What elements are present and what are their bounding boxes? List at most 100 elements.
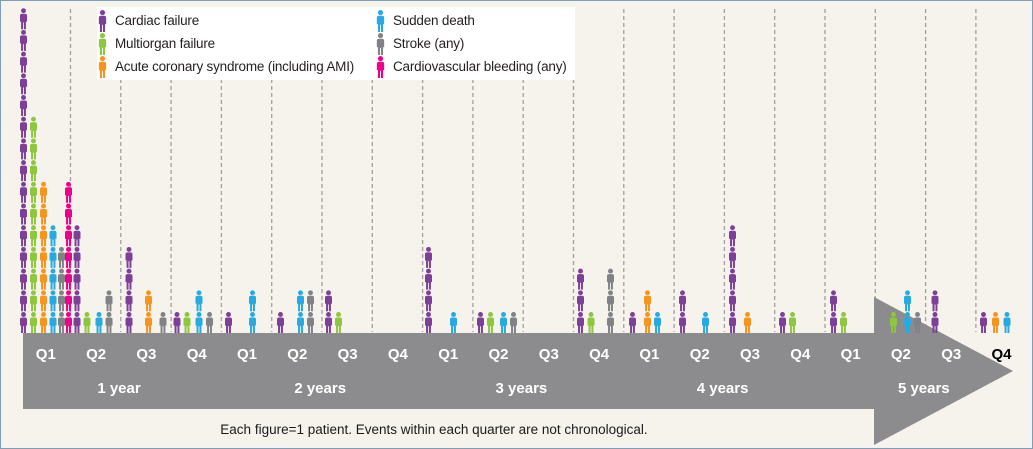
person-icon [840, 312, 847, 333]
figure-column [779, 312, 786, 333]
person-icon [20, 95, 27, 116]
person-icon [654, 312, 661, 333]
person-icon [40, 290, 47, 312]
legend-label: Cardiovascular bleeding (any) [393, 59, 567, 74]
quarter-label: Q2 [891, 346, 911, 363]
person-icon [20, 51, 27, 73]
figure-column [335, 312, 342, 333]
person-icon [73, 290, 81, 312]
person-icon [20, 268, 27, 290]
person-icon [297, 290, 304, 312]
person-icon [607, 312, 614, 333]
person-icon [65, 181, 72, 203]
figure-column [125, 246, 133, 333]
person-icon [376, 32, 385, 55]
figure-column [607, 268, 614, 333]
person-icon [729, 312, 736, 333]
person-icon [73, 268, 81, 290]
person-icon [40, 181, 47, 203]
person-icon [58, 246, 65, 268]
person-icon [607, 290, 614, 312]
legend-item: Stroke (any) [375, 32, 575, 55]
person-icon [30, 246, 37, 268]
figure-column [904, 290, 911, 333]
year-labels: 1 year 2 years 3 years 4 years 5 years [97, 380, 949, 397]
person-icon [297, 312, 304, 333]
person-icon [277, 312, 284, 333]
person-icon [65, 312, 72, 333]
year-label: 4 years [697, 380, 749, 397]
figure-column [40, 181, 47, 333]
figure-column [249, 290, 256, 333]
figure-column [992, 312, 999, 333]
person-icon [20, 246, 27, 268]
year-label: 3 years [496, 380, 548, 397]
person-icon [125, 312, 133, 333]
legend-item: Acute coronary syndrome (including AMI) [97, 55, 375, 78]
person-icon [744, 312, 751, 333]
quarter-label: Q1 [237, 346, 257, 363]
figure-column [83, 312, 91, 333]
person-icon [325, 290, 332, 312]
person-icon [20, 73, 27, 95]
year-label: 1 year [97, 380, 141, 397]
quarter-label: Q1 [639, 346, 659, 363]
person-icon [159, 312, 167, 333]
figure-column [477, 312, 484, 333]
person-icon [30, 268, 37, 290]
person-icon [425, 246, 432, 268]
year-label: 5 years [898, 380, 950, 397]
timeline-arrow [23, 297, 1013, 445]
person-icon [931, 312, 939, 333]
person-icon [779, 312, 786, 333]
person-icon [20, 116, 27, 138]
person-icon [20, 160, 27, 182]
quarter-label: Q1 [36, 346, 56, 363]
person-icon [20, 203, 27, 225]
person-icon [65, 290, 72, 312]
person-icon [195, 312, 203, 333]
person-icon [145, 290, 152, 312]
person-icon [307, 312, 314, 333]
figure-column [510, 312, 517, 333]
person-icon [98, 55, 107, 78]
person-icon [83, 312, 91, 333]
figure-column [297, 290, 304, 333]
figure-column [277, 312, 284, 333]
figure-column [183, 312, 191, 333]
person-icon [376, 9, 385, 32]
person-icon [125, 290, 133, 312]
person-icon [577, 290, 584, 312]
figure-column [159, 312, 167, 333]
person-icon [30, 203, 37, 225]
quarter-labels: Q1 Q2 Q3 Q4 Q1 Q2 Q3 Q4 Q1 Q2 Q3 Q4 Q1 Q2 Q3 Q4 Q1 Q2 Q3 Q4 [36, 346, 1012, 363]
person-icon [206, 312, 213, 333]
person-icon [587, 312, 595, 333]
arrow-head [874, 297, 1013, 445]
figure-column [145, 290, 152, 333]
patient-figures [20, 8, 1011, 333]
figure-column [325, 290, 332, 333]
person-icon [195, 290, 203, 312]
figure-column [830, 290, 837, 333]
figure-column [980, 312, 987, 333]
quarter-label: Q3 [338, 346, 358, 363]
legend-label: Sudden death [393, 13, 475, 28]
legend-label: Cardiac failure [115, 13, 200, 28]
person-icon [73, 246, 81, 268]
person-icon [980, 312, 987, 333]
quarter-label: Q1 [438, 346, 458, 363]
person-icon [307, 290, 314, 312]
person-icon [729, 246, 736, 268]
quarter-label: Q4 [790, 346, 811, 363]
quarter-label: Q4 [187, 346, 208, 363]
person-icon [729, 290, 736, 312]
person-icon [577, 268, 584, 290]
person-icon [30, 290, 37, 312]
figure-column [30, 116, 37, 333]
quarter-label: Q2 [86, 346, 106, 363]
person-icon [40, 268, 47, 290]
figure-column [307, 290, 314, 333]
figure-column [173, 312, 181, 333]
